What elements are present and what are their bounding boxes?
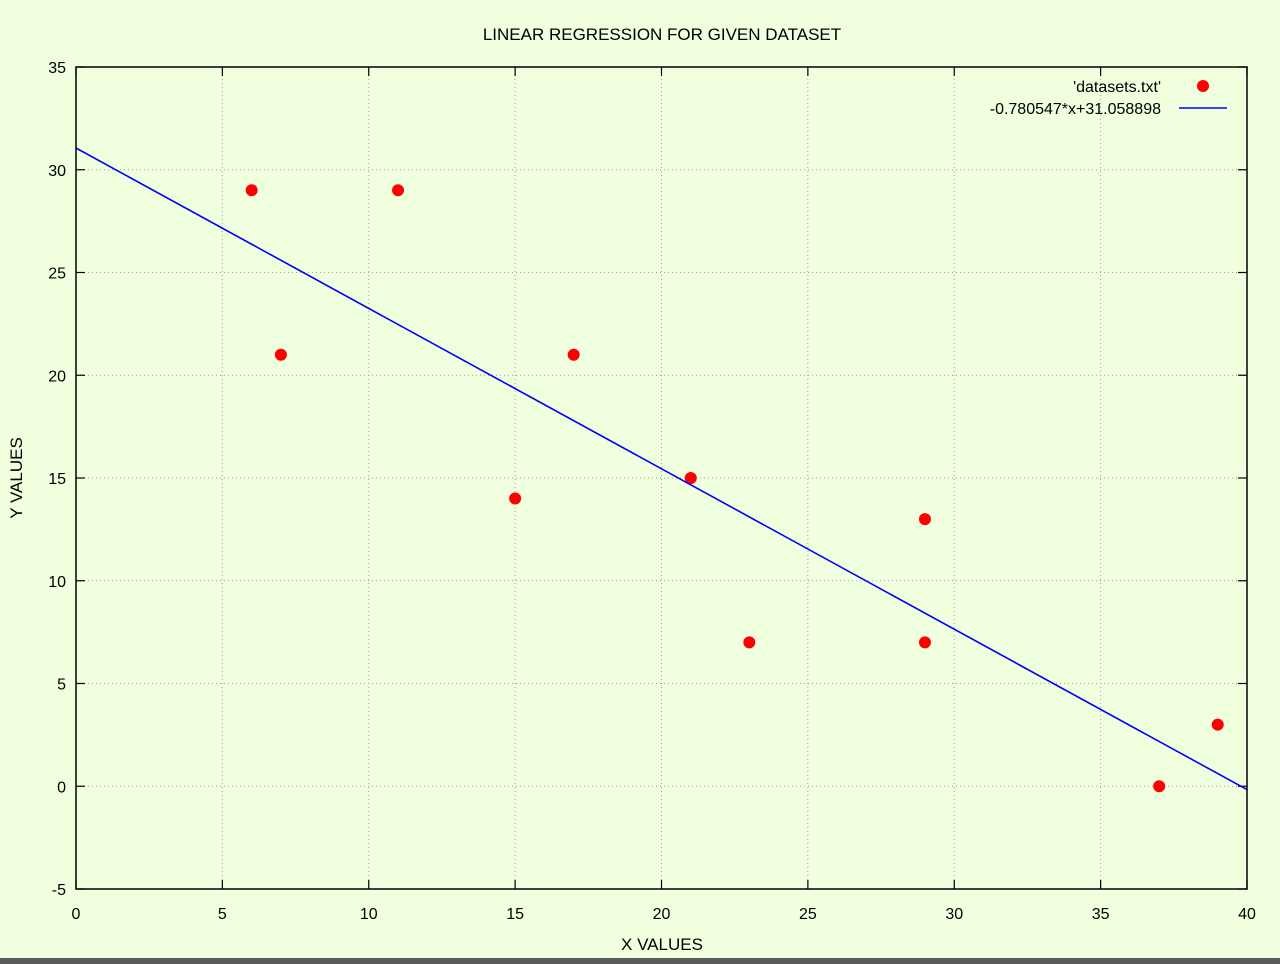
x-tick-label: 20 (653, 906, 671, 923)
y-tick-label: 10 (48, 574, 66, 591)
y-tick-label: 30 (48, 163, 66, 180)
y-tick-label: 25 (48, 266, 66, 283)
data-point (245, 184, 258, 197)
legend-marker-point (1197, 80, 1209, 92)
data-point (1211, 718, 1224, 731)
data-point (918, 636, 931, 649)
data-point (392, 184, 405, 197)
axis-ticks: 0 5 10 15 20 25 30 35 40 -5 0 5 10 15 20 25 30 35 (48, 60, 1256, 923)
legend: 'datasets.txt' -0.780547*x+31.058898 (990, 79, 1227, 118)
legend-label: 'datasets.txt' (1073, 79, 1161, 96)
regression-line (75, 147, 1248, 791)
x-tick-label: 0 (72, 906, 81, 923)
y-tick-label: 5 (57, 677, 66, 694)
chart-title: LINEAR REGRESSION FOR GIVEN DATASET (483, 25, 841, 44)
x-tick-label: 35 (1092, 906, 1110, 923)
y-tick-label: 15 (48, 471, 66, 488)
y-axis-label: Y VALUES (7, 437, 26, 519)
x-tick-label: 25 (799, 906, 817, 923)
x-tick-label: 15 (506, 906, 524, 923)
x-axis-label: X VALUES (621, 935, 703, 954)
y-tick-label: 20 (48, 368, 66, 385)
x-tick-label: 5 (218, 906, 227, 923)
x-tick-label: 10 (360, 906, 378, 923)
data-point (567, 348, 580, 361)
grid (76, 67, 1247, 889)
data-point (684, 472, 697, 484)
data-point (918, 513, 931, 526)
series-layer (75, 147, 1248, 793)
y-tick-label: 0 (57, 779, 66, 796)
y-tick-label: -5 (52, 882, 66, 899)
data-point (509, 492, 522, 505)
x-tick-label: 40 (1238, 906, 1256, 923)
legend-label: -0.780547*x+31.058898 (990, 101, 1161, 118)
data-point (743, 636, 756, 649)
data-point (274, 348, 287, 361)
y-tick-label: 35 (48, 60, 66, 77)
window-bottom-edge (0, 958, 1280, 964)
x-tick-label: 30 (945, 906, 963, 923)
data-point (1153, 780, 1166, 793)
plot-border (75, 66, 1248, 890)
